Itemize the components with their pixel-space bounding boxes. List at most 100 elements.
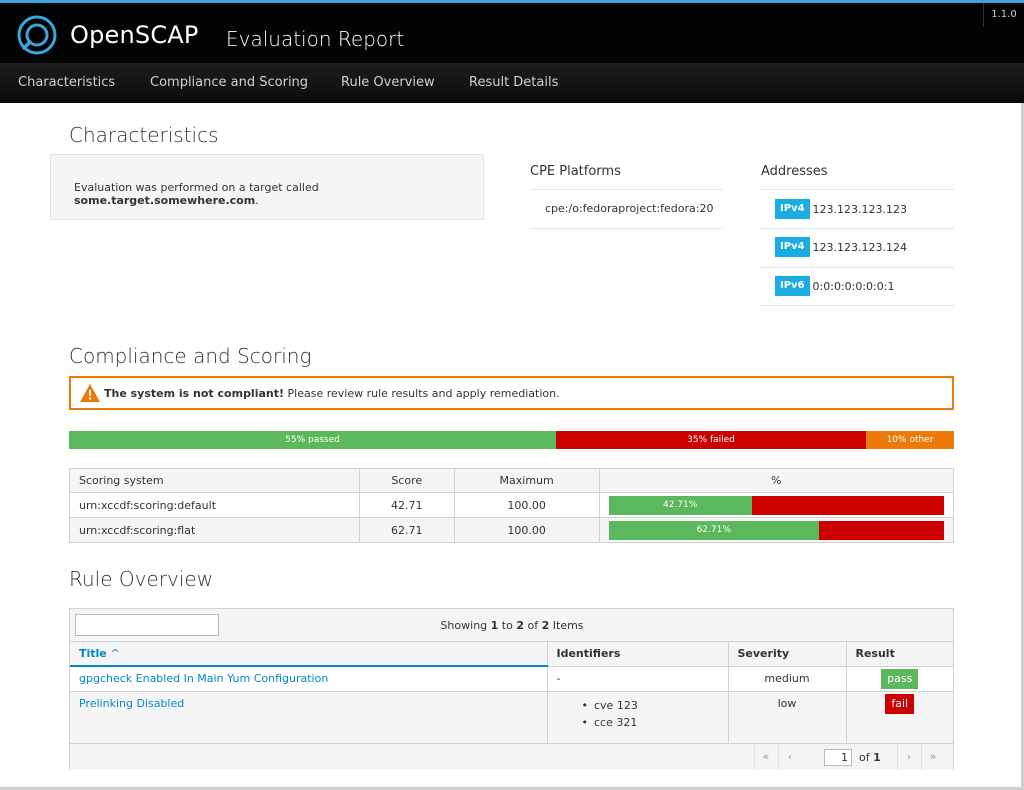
alert-headline: The system is not compliant! bbox=[104, 387, 285, 400]
col-result[interactable]: Result bbox=[846, 642, 953, 667]
nav-compliance-and-scoring[interactable]: Compliance and Scoring bbox=[150, 75, 309, 90]
list-item: cve 123 bbox=[582, 697, 719, 714]
cpe-divider bbox=[530, 189, 723, 190]
maximum-cell: 100.00 bbox=[453, 492, 600, 518]
rule-overview-heading: Rule Overview bbox=[69, 567, 214, 591]
col-maximum: Maximum bbox=[453, 468, 600, 493]
col-score: Score bbox=[358, 468, 455, 493]
table-row: urn:xccdf:scoring:flat 62.71 100.00 62.7… bbox=[69, 517, 955, 543]
col-title[interactable]: Title ^ bbox=[70, 642, 548, 667]
window-frame-right bbox=[1021, 103, 1024, 790]
cpe-divider bbox=[530, 228, 723, 229]
cpe-platforms-heading: CPE Platforms bbox=[530, 164, 621, 179]
target-prefix: Evaluation was performed on a target cal… bbox=[74, 181, 319, 194]
nav-rule-overview[interactable]: Rule Overview bbox=[341, 75, 435, 90]
table-row: gpgcheck Enabled In Main Yum Configurati… bbox=[70, 666, 953, 692]
address-divider bbox=[761, 267, 954, 268]
cpe-platform-item: cpe:/o:fedoraproject:fedora:20 bbox=[545, 202, 714, 215]
sort-ascending-icon: ^ bbox=[110, 647, 120, 660]
result-cell: pass bbox=[846, 666, 953, 692]
pagination: « ‹ 1 of 1 › » bbox=[70, 743, 953, 770]
scoring-table-header: Scoring system Score Maximum % bbox=[69, 468, 955, 493]
col-scoring-system: Scoring system bbox=[69, 468, 360, 493]
identifier-list: cve 123 cce 321 bbox=[582, 697, 719, 731]
version-label: 1.1.0 bbox=[983, 3, 1024, 27]
score-cell: 42.71 bbox=[358, 492, 455, 518]
severity-cell: medium bbox=[728, 666, 847, 692]
compliance-heading: Compliance and Scoring bbox=[69, 344, 312, 368]
result-badge[interactable]: pass bbox=[881, 668, 919, 689]
identifiers-cell: - bbox=[547, 666, 729, 692]
showing-items-text: Showing 1 to 2 of 2 Items bbox=[440, 619, 584, 632]
address-divider bbox=[761, 305, 954, 306]
address-divider bbox=[761, 228, 954, 229]
list-item: cce 321 bbox=[582, 714, 719, 731]
score-progress-bar: 62.71% bbox=[608, 520, 944, 540]
target-name: some.target.somewhere.com bbox=[74, 194, 256, 207]
rules-table-header: Title ^ Identifiers Severity Result bbox=[70, 642, 953, 667]
percent-cell: 62.71% bbox=[598, 517, 955, 543]
window-frame-bottom bbox=[0, 787, 1024, 790]
score-progress-fill: 42.71% bbox=[608, 495, 752, 515]
rule-title-cell: Prelinking Disabled bbox=[70, 691, 548, 744]
warning-icon bbox=[80, 384, 100, 402]
rule-title-cell: gpgcheck Enabled In Main Yum Configurati… bbox=[70, 666, 548, 692]
table-row: urn:xccdf:scoring:default 42.71 100.00 4… bbox=[69, 492, 955, 518]
col-percent: % bbox=[598, 468, 955, 493]
address-value: 123.123.123.123 bbox=[812, 202, 908, 216]
brand-name: OpenSCAP bbox=[70, 21, 199, 49]
col-severity[interactable]: Severity bbox=[728, 642, 847, 667]
score-cell: 62.71 bbox=[358, 517, 455, 543]
score-progress-bar: 42.71% bbox=[608, 495, 944, 515]
top-accent-border bbox=[0, 0, 1024, 3]
target-info-panel: Evaluation was performed on a target cal… bbox=[50, 154, 484, 220]
openscap-logo-icon bbox=[17, 15, 57, 55]
address-item: IPv6 0:0:0:0:0:0:0:1 bbox=[775, 276, 894, 296]
first-page-button[interactable]: « bbox=[754, 744, 777, 770]
page-total-text: of 1 bbox=[859, 751, 881, 764]
alert-message: Please review rule results and apply rem… bbox=[284, 387, 560, 400]
characteristics-heading: Characteristics bbox=[69, 123, 219, 147]
address-value: 123.123.123.124 bbox=[812, 240, 908, 254]
rule-filter-input[interactable] bbox=[75, 614, 219, 636]
address-type-badge: IPv4 bbox=[775, 199, 810, 219]
col-identifiers[interactable]: Identifiers bbox=[547, 642, 729, 667]
identifiers-cell: cve 123 cce 321 bbox=[547, 691, 729, 744]
table-row: Prelinking Disabled cve 123 cce 321 low … bbox=[70, 691, 953, 744]
address-divider bbox=[761, 189, 954, 190]
progress-segment: 55% passed bbox=[69, 431, 556, 449]
score-progress-fill: 62.71% bbox=[608, 520, 819, 540]
address-type-badge: IPv6 bbox=[775, 276, 810, 296]
rule-title-link[interactable]: Prelinking Disabled bbox=[79, 696, 185, 710]
result-badge[interactable]: fail bbox=[885, 693, 915, 714]
rule-overview-panel: Showing 1 to 2 of 2 Items Title ^ Identi… bbox=[69, 608, 954, 770]
scoring-system-cell: urn:xccdf:scoring:default bbox=[69, 492, 360, 518]
previous-page-button[interactable]: ‹ bbox=[778, 744, 801, 770]
header: OpenSCAP Evaluation Report bbox=[0, 3, 1024, 63]
scoring-system-cell: urn:xccdf:scoring:flat bbox=[69, 517, 360, 543]
percent-cell: 42.71% bbox=[598, 492, 955, 518]
addresses-heading: Addresses bbox=[761, 164, 828, 179]
address-value: 0:0:0:0:0:0:0:1 bbox=[812, 279, 895, 293]
target-suffix: . bbox=[255, 194, 259, 207]
progress-segment: 35% failed bbox=[556, 431, 866, 449]
nav-characteristics[interactable]: Characteristics bbox=[18, 75, 116, 90]
last-page-button[interactable]: » bbox=[921, 744, 944, 770]
result-cell: fail bbox=[846, 691, 953, 744]
rules-toolbar: Showing 1 to 2 of 2 Items bbox=[70, 609, 953, 642]
compliance-alert: The system is not compliant! Please revi… bbox=[69, 376, 954, 410]
rule-title-link[interactable]: gpgcheck Enabled In Main Yum Configurati… bbox=[79, 672, 329, 685]
maximum-cell: 100.00 bbox=[453, 517, 600, 543]
address-item: IPv4 123.123.123.124 bbox=[775, 237, 907, 257]
page-number-input[interactable]: 1 bbox=[824, 749, 852, 766]
top-navigation: Characteristics Compliance and Scoring R… bbox=[0, 63, 1024, 103]
scoring-table: Scoring system Score Maximum % urn:xccdf… bbox=[69, 468, 955, 543]
next-page-button[interactable]: › bbox=[897, 744, 920, 770]
nav-result-details[interactable]: Result Details bbox=[469, 75, 559, 90]
report-title: Evaluation Report bbox=[226, 27, 405, 51]
address-type-badge: IPv4 bbox=[775, 237, 810, 257]
address-item: IPv4 123.123.123.123 bbox=[775, 199, 907, 219]
rules-table: Title ^ Identifiers Severity Result gpgc… bbox=[70, 642, 953, 744]
progress-segment: 10% other bbox=[866, 431, 954, 449]
severity-cell: low bbox=[728, 691, 847, 744]
